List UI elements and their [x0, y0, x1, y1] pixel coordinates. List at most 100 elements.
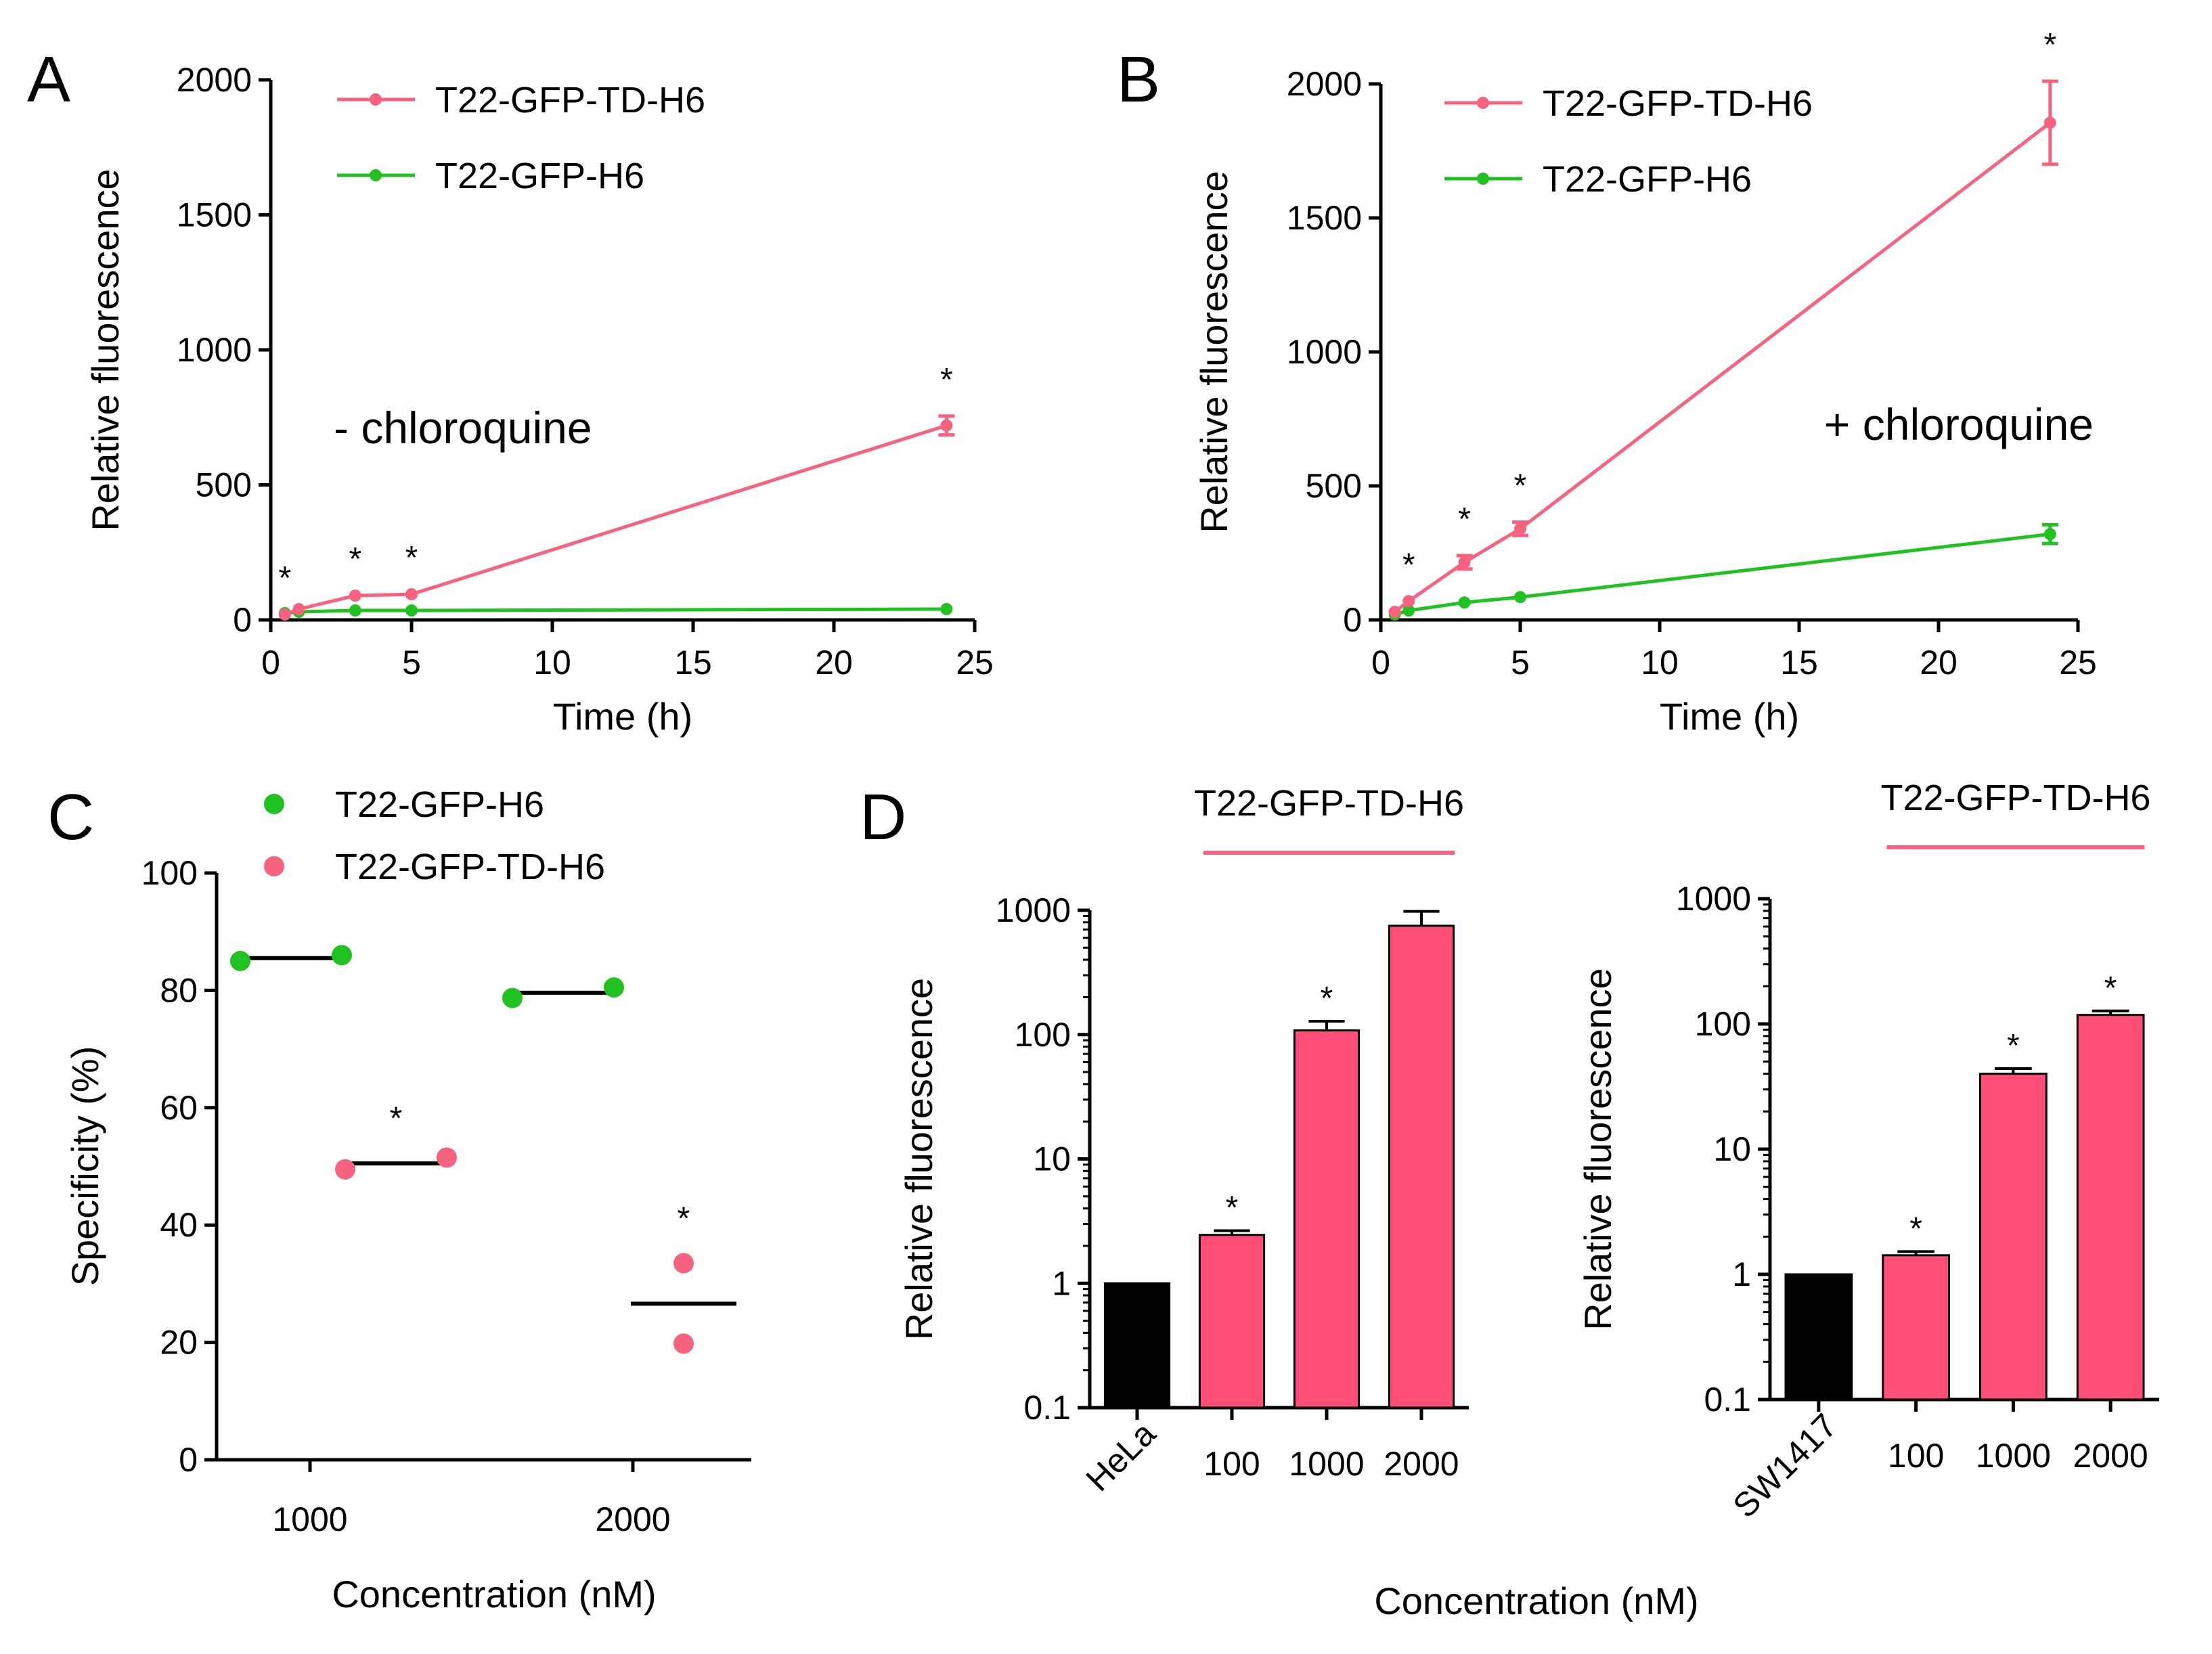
y-tick-label: 1 — [1732, 1255, 1751, 1293]
data-point — [349, 604, 361, 617]
y-tick-label: 0.1 — [1704, 1381, 1751, 1418]
data-point — [1402, 595, 1415, 608]
x-tick-label: 25 — [956, 644, 994, 681]
legend-marker — [264, 794, 284, 814]
y-axis-title: Relative fluorescence — [1193, 171, 1235, 533]
y-tick-label: 0 — [179, 1441, 198, 1479]
x-tick-label: 100 — [1888, 1437, 1944, 1475]
legend-label: T22-GFP-H6 — [1543, 159, 1752, 200]
chart-c: 0 20 40 60 80 100 1000 2000 Concentration (nM) Sp… — [64, 784, 751, 1615]
bar — [1882, 1254, 1950, 1401]
y-tick-label: 0 — [1343, 601, 1362, 639]
data-point — [940, 603, 953, 616]
y-tick-label: 60 — [160, 1089, 198, 1127]
x-tick-label: 25 — [2059, 644, 2097, 681]
panel-letter-a: A — [27, 43, 70, 116]
data-point — [292, 603, 305, 616]
x-tick-label: 10 — [533, 644, 571, 681]
legend-marker — [1477, 97, 1489, 109]
legend-label: T22-GFP-TD-H6 — [335, 847, 605, 887]
x-axis-title: Time (h) — [1660, 695, 1799, 738]
y-tick-label: 100 — [141, 854, 198, 892]
data-point — [673, 1333, 694, 1354]
x-tick-label: 0 — [261, 644, 280, 681]
y-tick-label: 1500 — [1287, 199, 1362, 237]
data-point — [502, 987, 523, 1008]
y-tick-label: 2000 — [177, 61, 252, 99]
group-label: T22-GFP-TD-H6 — [1194, 783, 1464, 824]
data-point — [673, 1253, 694, 1274]
x-tick-label: 2000 — [2073, 1437, 2148, 1475]
x-axis-title: Time (h) — [553, 695, 692, 738]
data-point — [278, 608, 291, 621]
x-tick-label: 2000 — [595, 1500, 670, 1538]
x-tick-label: 10 — [1641, 644, 1679, 681]
y-tick-label: 500 — [1306, 467, 1362, 505]
series-line — [284, 607, 947, 615]
data-point — [332, 945, 352, 966]
x-tick-label: 5 — [1511, 644, 1530, 681]
y-tick-label: 1000 — [1287, 333, 1362, 371]
y-tick-label: 100 — [1695, 1005, 1751, 1043]
data-point — [335, 1159, 355, 1180]
significance-marker: * — [390, 1100, 403, 1136]
y-axis-title: Relative fluorescence — [84, 169, 127, 531]
y-tick-label: 2000 — [1287, 65, 1362, 103]
y-tick-label: 10 — [1713, 1130, 1751, 1168]
chart-d-hela: 0.1 1 10 100 1000 Relative fluorescence HeLa * 1… — [898, 783, 1469, 1498]
bar — [1198, 1234, 1266, 1409]
x-tick-label: 20 — [815, 644, 853, 681]
data-point — [2043, 116, 2056, 129]
legend-marker — [1477, 173, 1489, 185]
y-tick-label: 40 — [160, 1206, 198, 1244]
y-tick-label: 1500 — [177, 196, 252, 234]
data-point — [604, 977, 624, 998]
x-tick-label: SW1417 — [1725, 1406, 1844, 1525]
significance-marker: * — [278, 560, 291, 596]
y-tick-label: 1000 — [177, 331, 252, 369]
y-tick-label: 0.1 — [1023, 1389, 1071, 1427]
x-tick-label: 15 — [674, 644, 712, 681]
y-tick-label: 0 — [233, 601, 252, 639]
legend-label: T22-GFP-TD-H6 — [1543, 83, 1813, 124]
chart-a: 0 500 1000 1500 2000 0 5 10 15 20 25 Time (h) Relati… — [84, 61, 994, 738]
significance-marker: * — [1226, 1190, 1239, 1226]
significance-marker: * — [1458, 501, 1471, 537]
x-tick-label: 5 — [402, 644, 421, 681]
significance-marker: * — [1321, 981, 1333, 1016]
shared-x-axis-title: Concentration (nM) — [1374, 1580, 1698, 1622]
legend-label: T22-GFP-H6 — [435, 156, 644, 196]
chart-d-sw1417: 0.1 1 10 100 1000 Relative fluorescence SW1417… — [1576, 778, 2159, 1525]
legend-marker — [264, 856, 284, 876]
significance-marker: * — [1402, 547, 1415, 583]
data-point — [230, 951, 250, 972]
condition-label: - chloroquine — [334, 403, 592, 453]
x-tick-label: 1000 — [1289, 1445, 1364, 1483]
data-point — [349, 589, 361, 602]
legend-label: T22-GFP-TD-H6 — [435, 80, 705, 120]
y-tick-label: 10 — [1033, 1140, 1071, 1178]
significance-marker: * — [940, 362, 953, 398]
data-point — [940, 419, 953, 432]
y-tick-label: 20 — [160, 1324, 198, 1362]
significance-marker: * — [2007, 1028, 2020, 1064]
bar — [1293, 1029, 1361, 1409]
x-axis-title: Concentration (nM) — [332, 1573, 656, 1615]
bar — [1388, 924, 1455, 1409]
x-tick-label: 20 — [1920, 644, 1957, 681]
significance-marker: * — [678, 1201, 690, 1237]
series-line — [284, 424, 948, 617]
significance-marker: * — [2104, 970, 2117, 1006]
data-point — [1458, 556, 1471, 568]
significance-marker: * — [405, 540, 418, 576]
y-axis-title: Specificity (%) — [64, 1046, 106, 1287]
x-tick-label: HeLa — [1079, 1414, 1163, 1498]
y-tick-label: 500 — [196, 466, 252, 504]
x-tick-label: 2000 — [1384, 1445, 1459, 1483]
legend-label: T22-GFP-H6 — [335, 784, 544, 825]
x-tick-label: 100 — [1203, 1445, 1260, 1483]
chart-b: 0 500 1000 1500 2000 0 5 10 15 20 25 Time (h) Relati… — [1193, 27, 2097, 738]
panel-letter-d: D — [860, 781, 906, 853]
data-point — [1402, 604, 1415, 617]
x-tick-label: 1000 — [272, 1500, 347, 1538]
